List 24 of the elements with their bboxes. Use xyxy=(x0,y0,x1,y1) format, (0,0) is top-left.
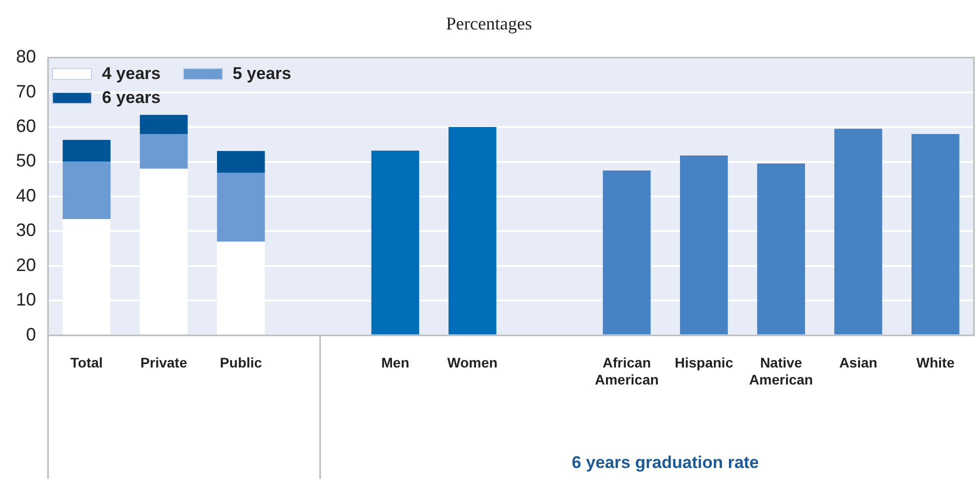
legend-label: 6 years xyxy=(102,88,161,108)
x-tick-label: Women xyxy=(447,354,498,371)
y-tick-label: 10 xyxy=(16,290,36,310)
x-tick-label: Private xyxy=(140,354,188,371)
chart-title: Percentages xyxy=(446,14,532,34)
x-tick-label: African American xyxy=(594,354,659,388)
legend-label: 5 years xyxy=(232,64,292,84)
x-tick-label: White xyxy=(916,354,955,371)
x-tick-label: Total xyxy=(70,354,103,371)
x-tick-label: Hispanic xyxy=(674,354,734,371)
y-tick-label: 40 xyxy=(16,185,36,206)
y-tick-label: 80 xyxy=(16,46,36,67)
y-tick-label: 60 xyxy=(16,116,36,136)
y-tick-label: 30 xyxy=(16,220,36,240)
y-tick-label: 70 xyxy=(16,81,36,102)
legend-label: 4 years xyxy=(102,64,161,84)
x-tick-label: Public xyxy=(220,354,262,371)
y-tick-label: 50 xyxy=(16,150,36,171)
text: 6 years graduation rate xyxy=(572,453,759,472)
y-tick-label: 20 xyxy=(16,254,36,275)
x-tick-label: Asian xyxy=(839,354,878,371)
x-tick-label: Native American xyxy=(749,354,813,388)
x-tick-label: Men xyxy=(381,354,410,371)
y-tick-label: 0 xyxy=(26,324,36,344)
